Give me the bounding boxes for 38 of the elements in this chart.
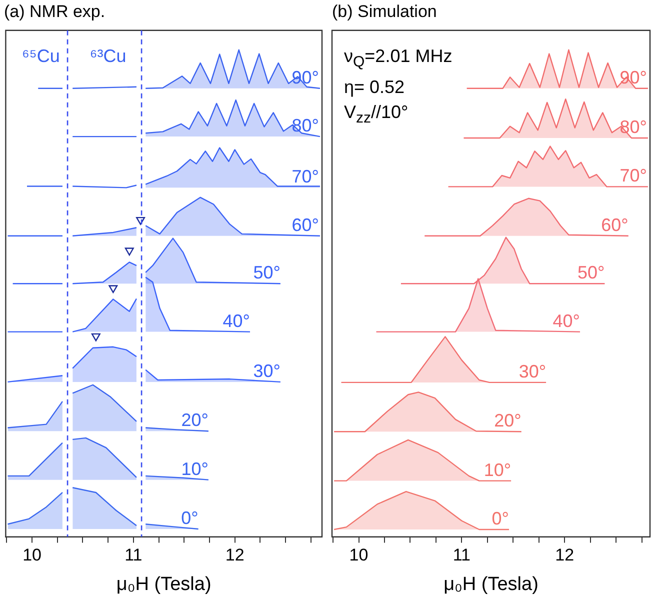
series-label: 10° <box>181 458 208 479</box>
series-label: 80° <box>620 117 647 138</box>
series-label: 30° <box>253 360 280 381</box>
series-label: 60° <box>292 214 319 235</box>
series-label: 50° <box>253 262 280 283</box>
series-label: 70° <box>292 166 319 187</box>
x-tick-label: 12 <box>225 546 244 565</box>
x-axis-title: μ₀H (Tesla) <box>444 574 538 595</box>
series-label: 40° <box>222 310 250 331</box>
annotation: ⁶³Cu <box>90 45 126 68</box>
series-label: 90° <box>620 67 647 88</box>
series-label: 30° <box>518 361 546 382</box>
x-tick-label: 10 <box>349 546 368 565</box>
point <box>108 285 118 294</box>
series-label: 80° <box>292 116 319 136</box>
annotation: V$_{zz}$//10° <box>344 100 410 128</box>
series-label: 20° <box>181 410 208 430</box>
series-label: 0° <box>181 508 198 528</box>
x-tick-label: 11 <box>452 546 470 565</box>
x-tick-label: 12 <box>555 546 574 565</box>
point <box>124 248 134 256</box>
annotation: η= 0.52 <box>344 76 406 99</box>
chart-title: (a) NMR exp. <box>4 2 106 21</box>
series-label: 90° <box>292 67 319 88</box>
annotation: ν$_{Q}$=2.01 MHz <box>344 45 452 73</box>
series-label: 60° <box>601 214 628 235</box>
series-label: 10° <box>484 460 512 480</box>
annotation: ⁶⁵Cu <box>22 45 60 68</box>
x-tick-label: 11 <box>124 546 142 565</box>
x-axis-title: μ₀H (Tesla) <box>116 574 212 595</box>
series-label: 20° <box>494 410 522 431</box>
series-label: 0° <box>492 508 510 528</box>
series-label: 50° <box>577 262 605 283</box>
x-tick-label: 10 <box>22 546 42 565</box>
point <box>91 333 100 342</box>
series-label: 40° <box>552 310 580 331</box>
chart-title: (b) Simulation <box>332 2 437 21</box>
series-label: 70° <box>620 166 647 186</box>
